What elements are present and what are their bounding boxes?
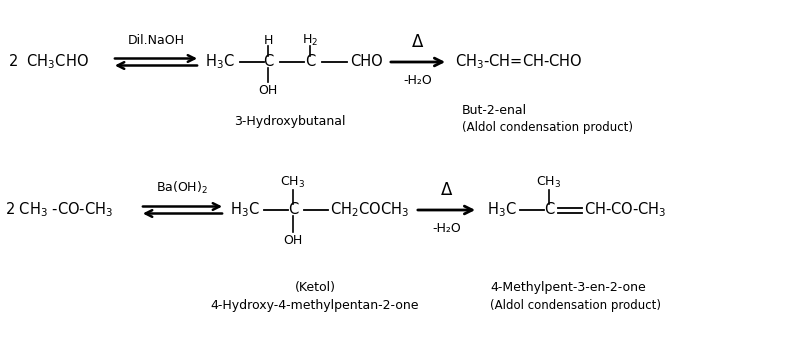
Text: H$_2$: H$_2$ <box>302 33 318 47</box>
Text: C: C <box>288 202 298 218</box>
Text: C: C <box>263 55 273 69</box>
Text: 2 CH$_3$ -CO-CH$_3$: 2 CH$_3$ -CO-CH$_3$ <box>5 201 114 219</box>
Text: Dil.NaOH: Dil.NaOH <box>127 34 184 46</box>
Text: CH$_3$-CH=CH-CHO: CH$_3$-CH=CH-CHO <box>455 53 583 71</box>
Text: (Aldol condensation product): (Aldol condensation product) <box>462 121 633 135</box>
Text: CH-CO-CH$_3$: CH-CO-CH$_3$ <box>584 201 667 219</box>
Text: But-2-enal: But-2-enal <box>462 103 527 117</box>
Text: OH: OH <box>258 83 278 97</box>
Text: Δ: Δ <box>412 33 423 51</box>
Text: CH$_2$COCH$_3$: CH$_2$COCH$_3$ <box>330 201 409 219</box>
Text: C: C <box>305 55 315 69</box>
Text: H$_3$C: H$_3$C <box>487 201 517 219</box>
Text: Δ: Δ <box>441 181 452 199</box>
Text: 4-Methylpent-3-en-2-one: 4-Methylpent-3-en-2-one <box>490 281 646 295</box>
Text: Ba(OH)$_2$: Ba(OH)$_2$ <box>156 180 208 196</box>
Text: H$_3$C: H$_3$C <box>230 201 260 219</box>
Text: -H₂O: -H₂O <box>403 74 432 86</box>
Text: H$_3$C: H$_3$C <box>205 53 234 71</box>
Text: CHO: CHO <box>350 55 382 69</box>
Text: 2  CH$_3$CHO: 2 CH$_3$CHO <box>8 53 89 71</box>
Text: H: H <box>263 34 273 46</box>
Text: -H₂O: -H₂O <box>432 221 461 235</box>
Text: OH: OH <box>283 234 303 246</box>
Text: (Ketol): (Ketol) <box>295 281 336 295</box>
Text: CH$_3$: CH$_3$ <box>536 175 562 190</box>
Text: CH$_3$: CH$_3$ <box>280 175 306 190</box>
Text: C: C <box>544 202 554 218</box>
Text: 4-Hydroxy-4-methylpentan-2-one: 4-Hydroxy-4-methylpentan-2-one <box>211 299 419 313</box>
Text: 3-Hydroxybutanal: 3-Hydroxybutanal <box>234 116 346 128</box>
Text: (Aldol condensation product): (Aldol condensation product) <box>490 299 661 313</box>
